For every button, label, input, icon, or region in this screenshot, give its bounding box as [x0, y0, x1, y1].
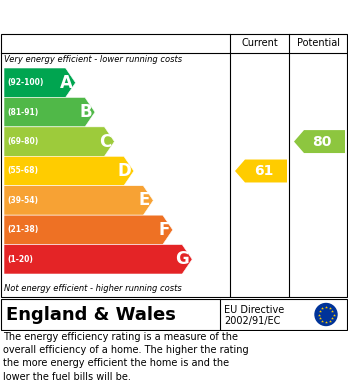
Text: B: B	[79, 103, 92, 121]
Text: (39-54): (39-54)	[7, 196, 38, 205]
Polygon shape	[235, 160, 287, 183]
Polygon shape	[4, 68, 76, 97]
Polygon shape	[294, 130, 345, 153]
Text: Energy Efficiency Rating: Energy Efficiency Rating	[8, 7, 237, 25]
Polygon shape	[4, 186, 153, 215]
Text: EU Directive: EU Directive	[224, 305, 284, 314]
Text: Very energy efficient - lower running costs: Very energy efficient - lower running co…	[4, 55, 182, 64]
Text: (55-68): (55-68)	[7, 167, 38, 176]
Polygon shape	[4, 97, 95, 127]
Text: (81-91): (81-91)	[7, 108, 38, 117]
Text: E: E	[139, 192, 150, 210]
Polygon shape	[4, 127, 114, 156]
Text: 2002/91/EC: 2002/91/EC	[224, 316, 280, 326]
Polygon shape	[4, 156, 134, 186]
Text: G: G	[175, 250, 189, 268]
Text: D: D	[117, 162, 131, 180]
Polygon shape	[4, 215, 173, 245]
Text: C: C	[99, 133, 111, 151]
Text: 80: 80	[312, 135, 332, 149]
Text: The energy efficiency rating is a measure of the
overall efficiency of a home. T: The energy efficiency rating is a measur…	[3, 332, 248, 382]
Text: England & Wales: England & Wales	[6, 305, 176, 323]
Polygon shape	[4, 245, 192, 274]
Text: Potential: Potential	[296, 38, 340, 48]
Text: Current: Current	[241, 38, 278, 48]
Text: (92-100): (92-100)	[7, 78, 44, 87]
Text: (21-38): (21-38)	[7, 225, 38, 234]
Text: F: F	[158, 221, 170, 239]
Text: (69-80): (69-80)	[7, 137, 38, 146]
Text: Not energy efficient - higher running costs: Not energy efficient - higher running co…	[4, 284, 182, 293]
Text: (1-20): (1-20)	[7, 255, 33, 264]
Circle shape	[315, 303, 337, 325]
Text: 61: 61	[254, 164, 273, 178]
Text: A: A	[60, 74, 73, 92]
